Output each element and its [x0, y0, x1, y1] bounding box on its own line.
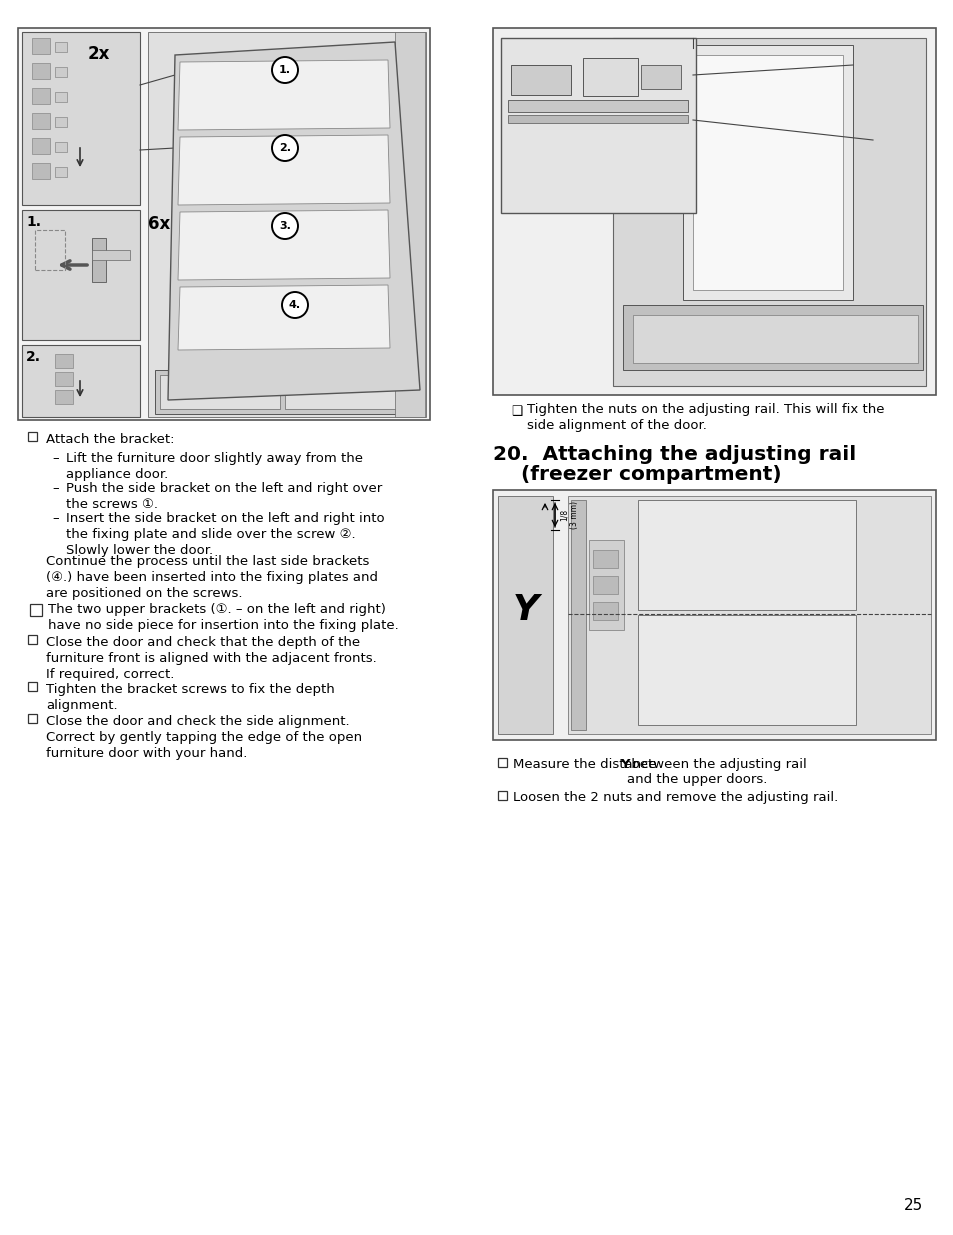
Text: –: – — [52, 511, 58, 525]
Bar — [22, 210, 140, 340]
Bar — [32, 63, 50, 79]
Text: 25: 25 — [903, 1198, 923, 1213]
Bar — [160, 375, 280, 409]
Text: Tighten the nuts on the adjusting rail. This will fix the
side alignment of the : Tighten the nuts on the adjusting rail. … — [526, 403, 883, 432]
Bar — [91, 238, 106, 282]
Text: 2.: 2. — [26, 350, 41, 364]
Text: between the adjusting rail
and the upper doors.: between the adjusting rail and the upper… — [627, 758, 806, 785]
Bar — [571, 500, 585, 730]
Bar — [35, 230, 65, 270]
Bar — [582, 58, 638, 96]
Polygon shape — [168, 42, 419, 400]
Bar — [613, 38, 925, 387]
Bar — [22, 345, 140, 417]
Bar — [593, 550, 618, 568]
Bar — [55, 354, 73, 368]
Bar — [28, 432, 37, 441]
Bar — [32, 38, 50, 54]
Text: 1.: 1. — [26, 215, 41, 228]
Bar — [154, 370, 422, 414]
Text: (freezer compartment): (freezer compartment) — [520, 466, 781, 484]
Bar — [55, 91, 67, 103]
Text: The two upper brackets (①. – on the left and right)
have no side piece for inser: The two upper brackets (①. – on the left… — [48, 603, 398, 631]
Text: Close the door and check that the depth of the
furniture front is aligned with t: Close the door and check that the depth … — [46, 636, 376, 682]
Bar — [593, 576, 618, 594]
Text: Close the door and check the side alignment.
Correct by gently tapping the edge : Close the door and check the side alignm… — [46, 715, 362, 761]
Circle shape — [272, 135, 297, 161]
Bar — [28, 714, 37, 724]
Bar — [493, 28, 935, 395]
Text: 2x: 2x — [88, 44, 111, 63]
Bar — [55, 67, 67, 77]
Bar — [32, 138, 50, 154]
Polygon shape — [178, 210, 390, 280]
Bar — [593, 601, 618, 620]
Text: –: – — [52, 482, 58, 495]
Bar — [493, 490, 935, 740]
Bar — [32, 112, 50, 128]
Bar — [640, 65, 680, 89]
Circle shape — [272, 57, 297, 83]
Bar — [507, 115, 687, 124]
Bar — [638, 500, 855, 610]
Bar — [18, 28, 430, 420]
Text: ❑: ❑ — [511, 405, 521, 417]
Text: Y: Y — [513, 593, 538, 627]
Bar — [28, 635, 37, 645]
Text: Y: Y — [619, 758, 629, 771]
Text: Loosen the 2 nuts and remove the adjusting rail.: Loosen the 2 nuts and remove the adjusti… — [513, 790, 838, 804]
Circle shape — [272, 212, 297, 240]
Bar — [692, 56, 842, 290]
Text: Tighten the bracket screws to fix the depth
alignment.: Tighten the bracket screws to fix the de… — [46, 683, 335, 711]
Polygon shape — [178, 61, 390, 130]
Polygon shape — [178, 135, 390, 205]
Bar — [30, 604, 42, 616]
Text: 20.  Attaching the adjusting rail: 20. Attaching the adjusting rail — [493, 445, 856, 464]
Text: 1/8
(3 mm): 1/8 (3 mm) — [559, 501, 578, 529]
Bar — [622, 305, 923, 370]
Bar — [682, 44, 852, 300]
Text: Continue the process until the last side brackets
(④.) have been inserted into t: Continue the process until the last side… — [46, 556, 377, 600]
Bar — [567, 496, 930, 734]
Bar — [497, 790, 506, 800]
Circle shape — [282, 291, 308, 317]
Bar — [55, 117, 67, 127]
Text: Insert the side bracket on the left and right into
the fixing plate and slide ov: Insert the side bracket on the left and … — [66, 511, 384, 557]
Bar — [638, 615, 855, 725]
Bar — [32, 163, 50, 179]
Text: 1.: 1. — [278, 65, 291, 75]
Bar — [55, 142, 67, 152]
Bar — [500, 38, 696, 212]
Text: 4.: 4. — [289, 300, 301, 310]
Bar — [588, 540, 623, 630]
Bar — [497, 758, 506, 767]
Text: Push the side bracket on the left and right over
the screws ①.: Push the side bracket on the left and ri… — [66, 482, 382, 511]
Polygon shape — [178, 285, 390, 350]
Bar — [91, 249, 130, 261]
Bar — [507, 100, 687, 112]
Bar — [22, 32, 140, 205]
Bar — [28, 682, 37, 690]
Text: 2.: 2. — [278, 143, 291, 153]
Bar — [32, 88, 50, 104]
Bar — [55, 372, 73, 387]
Bar — [497, 496, 553, 734]
Bar — [633, 315, 917, 363]
Bar — [511, 65, 571, 95]
Bar — [148, 32, 426, 417]
Bar — [55, 42, 67, 52]
Text: Measure the distance: Measure the distance — [513, 758, 660, 771]
Bar — [55, 167, 67, 177]
Bar — [395, 32, 424, 417]
Text: 6x: 6x — [148, 215, 170, 233]
Bar — [285, 375, 415, 409]
Text: –: – — [52, 452, 58, 464]
Text: 3.: 3. — [279, 221, 291, 231]
Bar — [55, 390, 73, 404]
Text: Lift the furniture door slightly away from the
appliance door.: Lift the furniture door slightly away fr… — [66, 452, 363, 480]
Text: Attach the bracket:: Attach the bracket: — [46, 433, 174, 446]
